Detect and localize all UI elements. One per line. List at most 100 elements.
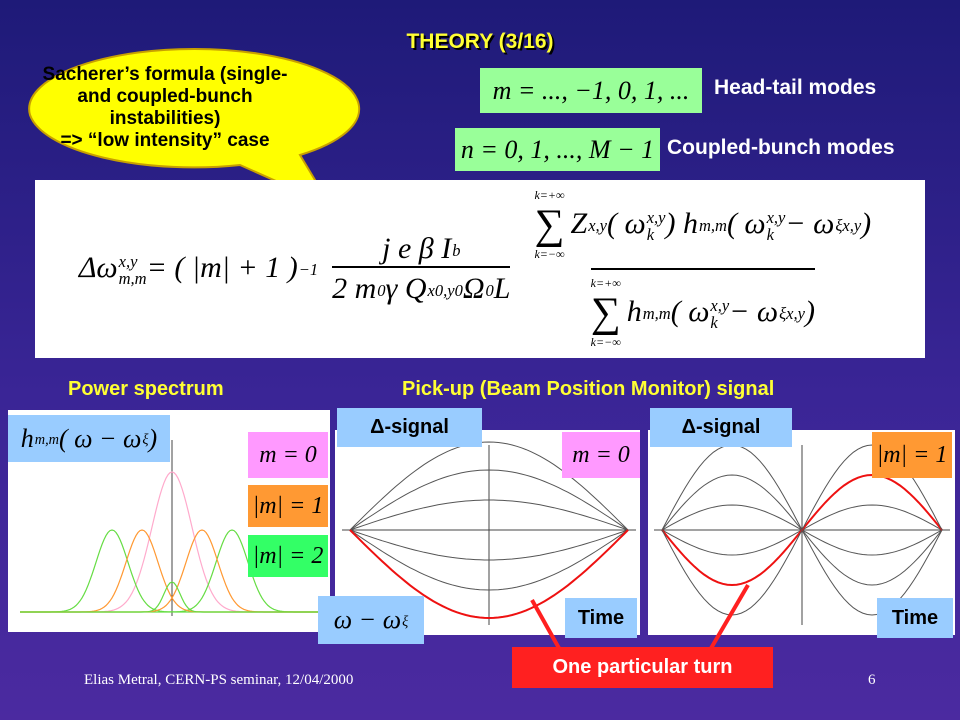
subscript: ξx,y (779, 304, 805, 324)
subscript: x,y (588, 216, 608, 236)
sum-top: k=+∞ (590, 276, 621, 290)
math-text: ( ω − ω (59, 423, 142, 453)
superscript: x,y (118, 251, 138, 271)
formula-lhs: Δω x,y m,m = ( |m| + 1 ) −1 (79, 251, 318, 287)
callout-line: => “low intensity” case (60, 130, 270, 151)
math-scripts: ξ (402, 613, 409, 630)
curve (349, 529, 629, 561)
curve (349, 529, 629, 591)
denominator: k=+∞ ∑ k=−∞ h m,m( ω x,y k − ω ξx,y ) (590, 268, 815, 350)
mode-label: Head-tail modes (714, 76, 877, 99)
math-scripts: ξ (142, 433, 148, 448)
mode-formula: m = ..., −1, 0, 1, ... (480, 68, 702, 113)
sum: k=+∞ ∑ k=−∞ (534, 188, 565, 261)
math-scripts: m,m (35, 433, 59, 448)
math-scripts: −1 (298, 260, 319, 280)
section-heading: Pick-up (Beam Position Monitor) signal (402, 378, 775, 400)
math-scripts: x,y (588, 216, 608, 236)
sum-bottom: k=−∞ (534, 247, 565, 261)
math-token: − ω ξx,y (785, 207, 861, 241)
math-scripts: ξx,y (779, 304, 805, 324)
math-scripts: m,m (642, 304, 671, 324)
superscript: −1 (298, 260, 319, 280)
math-text: Δω (78, 250, 118, 284)
math-text: ) h (665, 206, 698, 240)
math-text: − ω (729, 294, 779, 328)
math-scripts: b (452, 241, 461, 261)
math-text: h (626, 294, 642, 328)
curve (20, 581, 318, 613)
math-text: ω − ω (333, 605, 402, 634)
math-text: γ Q (385, 272, 427, 305)
subscript: m,m (642, 304, 671, 324)
math-scripts: 0 (485, 281, 494, 301)
math-token: ) h m,m (665, 207, 726, 241)
x-axis-label: Time (565, 598, 637, 638)
slide-title: THEORY (3/16) (406, 30, 554, 53)
page-number: 6 (868, 672, 876, 688)
math-text: j e β I (382, 232, 452, 265)
annotation: One particular turn (512, 647, 773, 688)
sum-term: h m,m( ω x,y k − ω ξx,y ) (627, 295, 815, 331)
math-text: ) (861, 206, 872, 240)
mode-label: Coupled-bunch modes (667, 136, 895, 159)
math-token: ( ω x,y k (607, 207, 665, 243)
math-scripts: x,y m,m (118, 251, 147, 288)
subscript: m,m (34, 432, 59, 449)
subscript: ξx,y (835, 216, 862, 236)
pointer-line (530, 599, 562, 651)
legend-entry: |m| = 1 (248, 485, 328, 527)
sum: k=+∞ ∑ k=−∞ (590, 276, 621, 349)
signal-header: Δ-signal (337, 408, 482, 447)
math-text: ) (148, 423, 158, 453)
math-text: m = ..., −1, 0, 1, ... (492, 75, 690, 105)
math-token: ) (149, 424, 158, 454)
math-token: h m,m (21, 424, 59, 454)
mode-label: m = 0 (562, 432, 640, 478)
callout-text: Sacherer’s formula (single- and coupled-… (20, 64, 310, 152)
math-text: ( ω (670, 294, 710, 328)
subscript: m,m (118, 268, 147, 288)
math-text: − ω (785, 206, 835, 240)
subscript: ξ (142, 432, 149, 449)
curve (349, 529, 629, 620)
math-token: m = ..., −1, 0, 1, ... (493, 76, 690, 106)
footer-author: Elias Metral, CERN-PS seminar, 12/04/200… (84, 672, 354, 688)
mode-label: |m| = 1 (872, 432, 952, 478)
math-text: = ( |m| + 1 ) (146, 250, 298, 284)
superscript: x,y (710, 295, 730, 315)
subscript: m,m (698, 216, 727, 236)
math-token: ( ω x,y k (727, 207, 785, 243)
math-scripts: m,m (698, 216, 727, 236)
math-text: ( ω (726, 206, 766, 240)
pointer-line (708, 583, 750, 652)
sum-bottom: k=−∞ (590, 335, 621, 349)
math-token: h m,m (627, 295, 671, 329)
subscript: 0 (485, 281, 494, 301)
math-token: ( ω x,y k (671, 295, 729, 331)
math-text: h (20, 423, 34, 453)
curve (349, 441, 629, 531)
math-text: Ω (462, 272, 485, 305)
math-token: = ( |m| + 1 ) −1 (147, 251, 319, 285)
subscript: b (452, 241, 461, 261)
math-text: L (493, 272, 511, 305)
subscript: ξ (402, 613, 409, 630)
callout-line: and coupled-bunch instabilities) (77, 86, 253, 129)
section-heading: Power spectrum (68, 378, 224, 400)
signal-header: Δ-signal (650, 408, 792, 447)
math-text: n = 0, 1, ..., M − 1 (460, 134, 655, 164)
math-token: − ω ξx,y (729, 295, 805, 329)
curve (349, 469, 629, 531)
legend-entry: m = 0 (248, 432, 328, 478)
